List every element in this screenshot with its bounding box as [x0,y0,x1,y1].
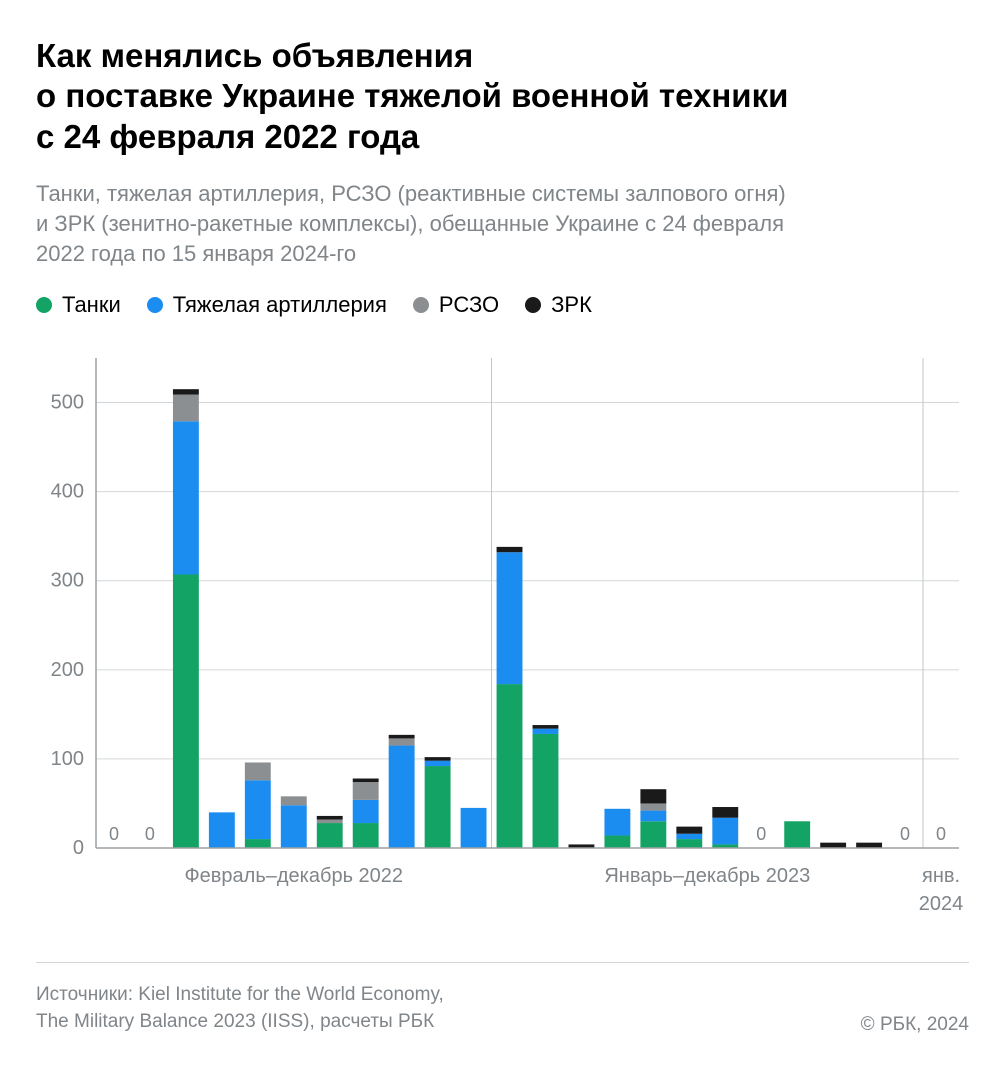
bar-segment [461,808,487,848]
svg-text:100: 100 [51,748,84,770]
bar-segment [317,823,343,848]
legend-label: Танки [62,292,121,318]
bar-segment [604,809,630,836]
legend: Танки Тяжелая артиллерия РСЗО ЗРК [36,292,969,318]
svg-text:2024: 2024 [919,893,964,915]
bar-segment [784,821,810,848]
bar-segment [281,796,307,805]
bar-segment [640,810,666,821]
bar-segment [353,778,379,782]
chart-area: 0 100 200 300 400 500 Февраль–декабрь 2022 Янва… [36,348,969,928]
zero-label: 0 [900,824,910,844]
bar-segment [317,819,343,823]
zero-label: 0 [936,824,946,844]
svg-text:200: 200 [51,659,84,681]
bar-segment [497,684,523,848]
bar-segment [281,805,307,848]
legend-label: РСЗО [439,292,499,318]
bar-segment [712,818,738,845]
bar-segment [820,842,846,847]
legend-swatch [36,297,52,313]
bar-segment [353,823,379,848]
bar-segment [425,761,451,766]
bar-segment [173,574,199,848]
bar-segment [497,547,523,552]
bar-segment [389,735,415,739]
svg-text:300: 300 [51,570,84,592]
bar-segment [353,782,379,800]
bar-segment [353,800,379,823]
bar-segment [245,780,271,839]
bar-segment [389,738,415,745]
bar-segment [676,834,702,839]
stacked-bar-chart: 0 100 200 300 400 500 Февраль–декабрь 2022 Янва… [36,348,969,928]
bar-segment [173,394,199,421]
sources-text: Источники: Kiel Institute for the World … [36,981,444,1036]
page-title: Как менялись объявленияо поставке Украин… [36,36,969,157]
bar-segment [209,812,235,848]
legend-swatch [413,297,429,313]
legend-label: Тяжелая артиллерия [173,292,387,318]
zero-label: 0 [109,824,119,844]
copyright-text: © РБК, 2024 [861,1014,969,1036]
footer: Источники: Kiel Institute for the World … [36,962,969,1036]
bar-segment [856,842,882,847]
legend-item: РСЗО [413,292,499,318]
bar-segment [245,839,271,848]
svg-text:янв.: янв. [922,865,960,887]
bar-segment [640,821,666,848]
bar-segment [317,816,343,820]
chart-card: Как менялись объявленияо поставке Украин… [0,0,1005,1064]
bar-segment [604,835,630,847]
bar-segment [640,803,666,810]
bar-segment [533,728,559,733]
bar-segment [676,839,702,848]
bar-segment [640,789,666,803]
bar-segment [676,826,702,833]
legend-label: ЗРК [551,292,592,318]
svg-text:400: 400 [51,480,84,502]
bar-segment [497,552,523,684]
svg-text:500: 500 [51,391,84,413]
bar-segment [712,807,738,818]
bar-segment [389,745,415,847]
legend-item: ЗРК [525,292,592,318]
zero-label: 0 [145,824,155,844]
svg-text:Январь–декабрь 2023: Январь–декабрь 2023 [604,865,810,887]
bar-segment [173,389,199,394]
bar-segment [245,762,271,780]
legend-item: Тяжелая артиллерия [147,292,387,318]
bar-segment [533,734,559,848]
bar-segment [425,766,451,848]
bar-segment [533,725,559,729]
legend-swatch [147,297,163,313]
legend-item: Танки [36,292,121,318]
svg-text:0: 0 [73,837,84,859]
svg-text:Февраль–декабрь 2022: Февраль–декабрь 2022 [184,865,403,887]
legend-swatch [525,297,541,313]
bar-segment [173,421,199,574]
chart-subtitle: Танки, тяжелая артиллерия, РСЗО (реактив… [36,179,969,270]
bar-segment [425,757,451,761]
zero-label: 0 [756,824,766,844]
